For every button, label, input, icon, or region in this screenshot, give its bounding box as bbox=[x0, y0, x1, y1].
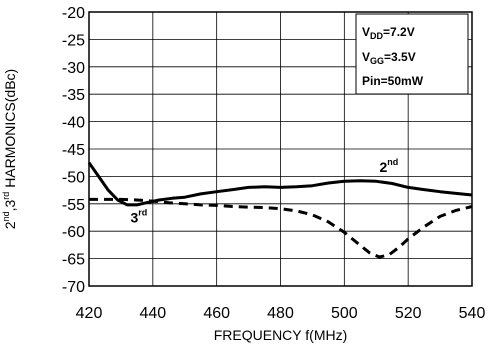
legend-line-vgg: VGG=3.5V bbox=[362, 50, 416, 66]
y-tick-label: -25 bbox=[62, 32, 85, 49]
y-tick-label: -35 bbox=[62, 87, 85, 104]
y-tick-label: -55 bbox=[62, 197, 85, 214]
y-tick-label: -30 bbox=[62, 60, 85, 77]
series-line-2nd bbox=[87, 161, 473, 207]
y-tick-label: -65 bbox=[62, 252, 85, 269]
legend-line-vdd: VDD=7.2V bbox=[362, 25, 415, 41]
series-line-3rd bbox=[89, 197, 473, 259]
y-tick-label: -70 bbox=[62, 279, 85, 296]
legend-frame bbox=[355, 13, 469, 95]
plot-frame bbox=[88, 11, 473, 287]
x-tick-label: 500 bbox=[331, 305, 358, 322]
y-tick-label: -45 bbox=[62, 142, 85, 159]
series-layer bbox=[87, 161, 473, 259]
x-tick-label: 440 bbox=[139, 305, 166, 322]
x-tick-label: 460 bbox=[203, 305, 230, 322]
y-axis-title: 2nd,3rd HARMONICS(dBc) bbox=[1, 69, 18, 229]
y-tick-label: -40 bbox=[62, 115, 85, 132]
legend-box: VDD=7.2V VGG=3.5V Pin=50mW bbox=[355, 13, 469, 95]
y-tick-label: -50 bbox=[62, 169, 85, 186]
x-tick-label: 540 bbox=[459, 305, 486, 322]
x-tick-labels: 420 440 460 480 500 520 540 bbox=[76, 305, 486, 322]
legend-line-pin: Pin=50mW bbox=[362, 74, 424, 88]
y-tick-label: -60 bbox=[62, 224, 85, 241]
y-tick-label: -20 bbox=[62, 5, 85, 22]
series-label-2nd: 2nd bbox=[379, 157, 398, 175]
x-tick-label: 520 bbox=[395, 305, 422, 322]
series-label-3rd: 3rd bbox=[130, 207, 147, 225]
y-tick-labels: -20 -25 -30 -35 -40 -45 -50 -55 -60 -65 -70 bbox=[62, 5, 85, 296]
x-tick-label: 420 bbox=[76, 305, 103, 322]
x-tick-label: 480 bbox=[267, 305, 294, 322]
x-axis-title: FREQUENCY f(MHz) bbox=[214, 327, 348, 343]
